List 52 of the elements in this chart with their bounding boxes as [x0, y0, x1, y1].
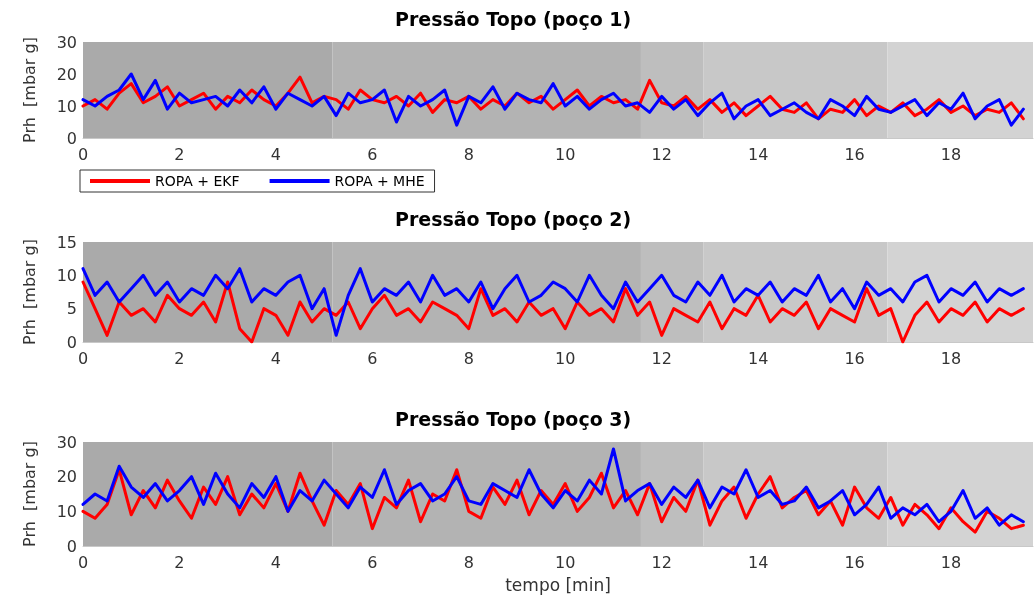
x-axis-title: tempo [min] [505, 574, 611, 595]
legend-label: ROPA + EKF [155, 173, 240, 189]
chart-title: Pressão Topo (poço 1) [395, 7, 632, 30]
x-tick-label: 18 [940, 348, 962, 368]
x-tick-label: 18 [940, 144, 962, 164]
line-series [81, 447, 1025, 527]
x-tick-label: 4 [270, 144, 281, 164]
x-tick-label: 4 [270, 552, 281, 572]
legend-label: ROPA + MHE [334, 173, 425, 189]
y-tick-label: 10 [56, 96, 77, 116]
x-tick-label: 16 [844, 552, 865, 572]
x-tick-label: 12 [651, 552, 672, 572]
y-tick-label: 20 [56, 64, 77, 84]
x-tick-label: 2 [174, 348, 185, 368]
x-tick-label: 10 [555, 144, 576, 164]
x-tick-label: 16 [844, 348, 865, 368]
x-tick-label: 2 [174, 552, 185, 572]
y-tick-label: 30 [56, 32, 77, 52]
x-tick-label: 6 [367, 552, 378, 572]
y-tick-label: 0 [66, 128, 77, 148]
x-tick-label: 14 [747, 144, 769, 164]
x-tick-label: 8 [463, 144, 474, 164]
line-series [81, 280, 1025, 344]
y-tick-label: 10 [56, 501, 77, 521]
x-tick-label: 4 [270, 348, 281, 368]
y-tick-label: 30 [56, 432, 77, 452]
line-series [81, 267, 1025, 337]
x-tick-label: 12 [651, 348, 672, 368]
y-axis-title: Prh [mbar g] [19, 37, 39, 143]
x-tick-label: 16 [844, 144, 865, 164]
chart-title: Pressão Topo (poço 2) [395, 207, 632, 230]
y-tick-label: 5 [66, 299, 77, 319]
x-tick-label: 6 [367, 348, 378, 368]
line-series [81, 72, 1025, 127]
x-tick-label: 2 [174, 144, 185, 164]
x-tick-label: 10 [555, 348, 576, 368]
x-tick-label: 10 [555, 552, 576, 572]
x-tick-label: 14 [747, 552, 769, 572]
y-tick-label: 15 [56, 232, 77, 252]
x-tick-label: 8 [463, 552, 474, 572]
chart-title: Pressão Topo (poço 3) [395, 407, 632, 430]
x-tick-label: 8 [463, 348, 474, 368]
y-tick-label: 10 [56, 265, 77, 285]
y-tick-label: 0 [66, 332, 77, 352]
x-tick-label: 6 [367, 144, 378, 164]
y-tick-label: 0 [66, 536, 77, 556]
y-tick-label: 20 [56, 467, 77, 487]
y-axis-title: Prh [mbar g] [19, 441, 39, 547]
x-tick-label: 12 [651, 144, 672, 164]
y-axis-title: Prh [mbar g] [19, 239, 39, 345]
x-tick-label: 14 [747, 348, 769, 368]
x-tick-label: 18 [940, 552, 962, 572]
